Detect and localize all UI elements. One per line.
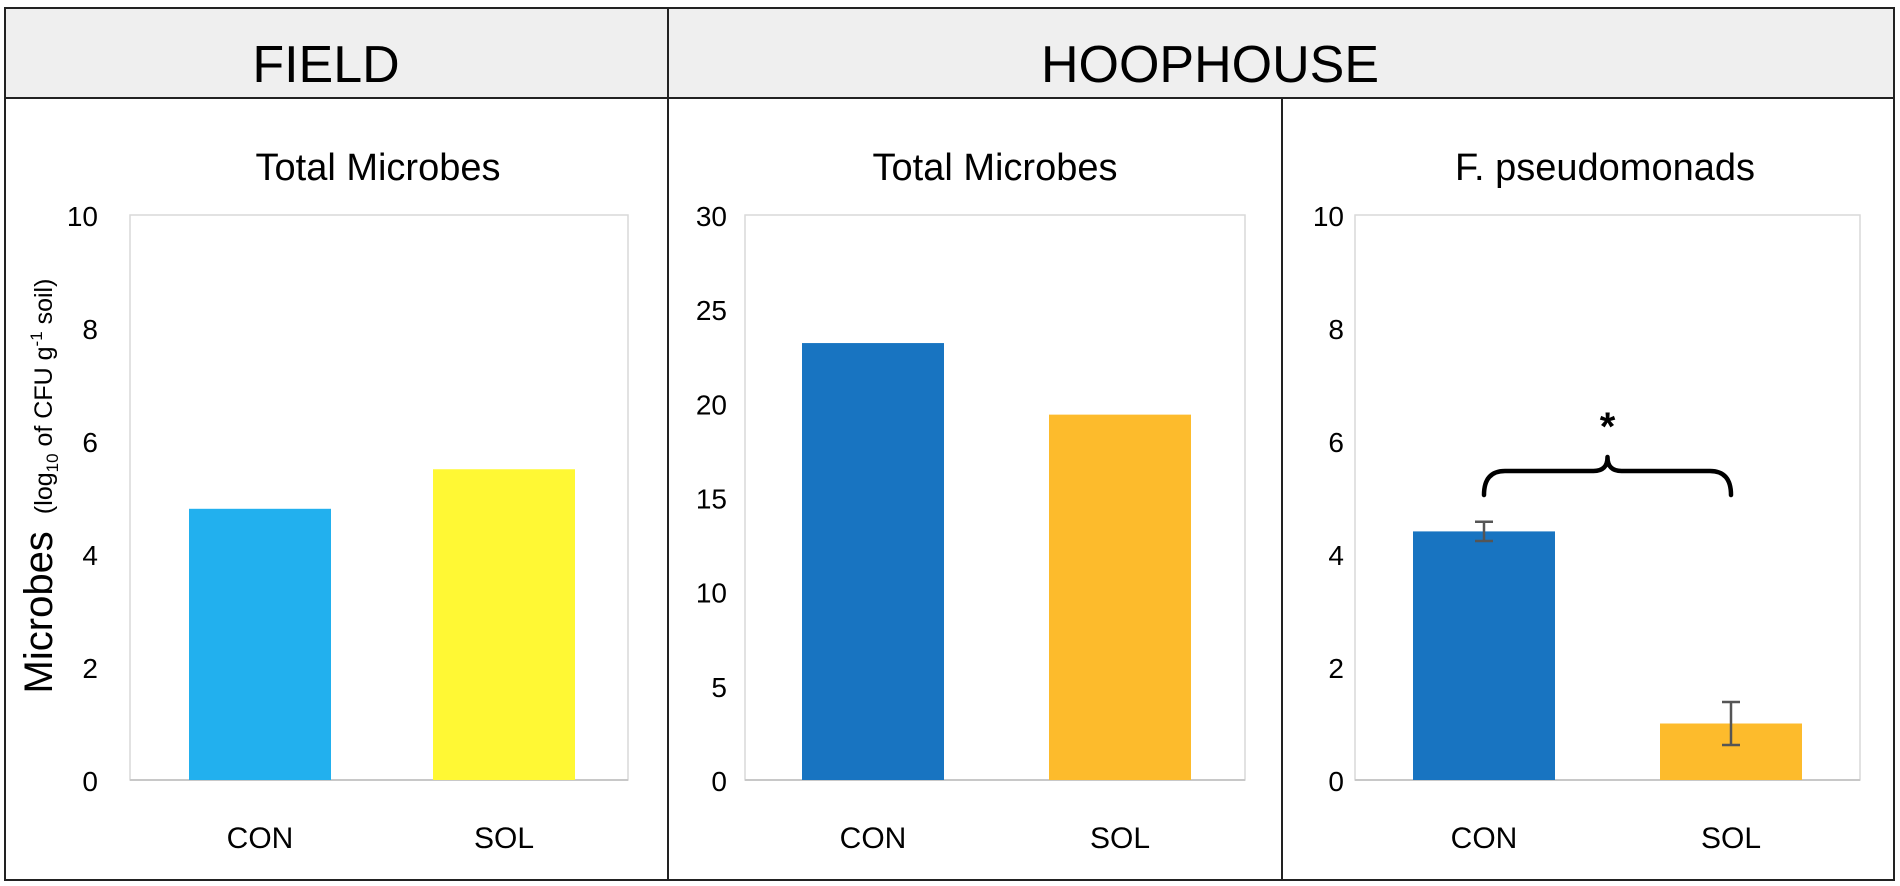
chart-3-xtick-label: SOL — [1701, 822, 1761, 855]
chart-2-title: Total Microbes — [873, 147, 1118, 189]
chart-2-bar-con — [802, 343, 944, 780]
field-header: FIELD — [252, 36, 399, 94]
chart-3-bar-con — [1413, 531, 1555, 780]
chart-3-title: F. pseudomonads — [1455, 147, 1755, 189]
outer-border — [4, 7, 1895, 881]
chart-2-ytick-label: 30 — [696, 201, 727, 232]
chart-1-ytick-label: 4 — [82, 540, 98, 571]
chart-2-bar-sol — [1049, 414, 1191, 780]
chart-3-ytick-label: 2 — [1328, 653, 1344, 684]
chart-3-ytick-label: 8 — [1328, 314, 1344, 345]
y-axis-label-sup: -1 — [27, 331, 46, 346]
chart-layer: Total Microbes 0 2 4 6 8 10 CON SOL Total Microbe… — [67, 147, 1861, 855]
chart-2-xtick-label: SOL — [1090, 822, 1150, 855]
chart-1-bar-con — [189, 508, 331, 780]
y-axis-label-main: Microbes — [17, 531, 61, 693]
y-axis-label: Microbes (log10 of CFU g-1 soil) — [17, 279, 62, 694]
chart-1-ytick-label: 8 — [82, 314, 98, 345]
chart-3-ytick-label: 10 — [1313, 201, 1344, 232]
chart-3-ytick-label: 4 — [1328, 540, 1344, 571]
chart-3-ytick-label: 6 — [1328, 427, 1344, 458]
y-axis-label-unit: (log — [30, 472, 58, 514]
chart-3-xtick-label: CON — [1451, 822, 1518, 855]
chart-2-ytick-label: 0 — [711, 766, 727, 797]
chart-3-significance-marker: * — [1600, 405, 1616, 449]
chart-1-xtick-label: SOL — [474, 822, 534, 855]
chart-2-ytick-label: 10 — [696, 578, 727, 609]
chart-1-ytick-label: 0 — [82, 766, 98, 797]
y-axis-label-mid: of CFU g — [30, 346, 58, 453]
header-band — [5, 8, 1894, 98]
chart-1-xtick-label: CON — [227, 822, 294, 855]
chart-1-ytick-label: 10 — [67, 201, 98, 232]
chart-2-xtick-label: CON — [840, 822, 907, 855]
chart-3-ytick-label: 0 — [1328, 766, 1344, 797]
hoophouse-header: HOOPHOUSE — [1041, 36, 1379, 94]
chart-1-ytick-label: 2 — [82, 653, 98, 684]
chart-2-ytick-label: 15 — [696, 484, 727, 515]
chart-1-ytick-label: 6 — [82, 427, 98, 458]
chart-1-title: Total Microbes — [256, 147, 501, 189]
chart-2-ytick-label: 20 — [696, 389, 727, 420]
chart-2-ytick-label: 25 — [696, 295, 727, 326]
chart-2-ytick-label: 5 — [711, 672, 727, 703]
y-axis-label-end: soil) — [30, 279, 58, 332]
y-axis-label-sub: 10 — [43, 453, 62, 472]
chart-1-bar-sol — [433, 469, 575, 780]
chart-3-significance-bracket — [1481, 454, 1734, 498]
